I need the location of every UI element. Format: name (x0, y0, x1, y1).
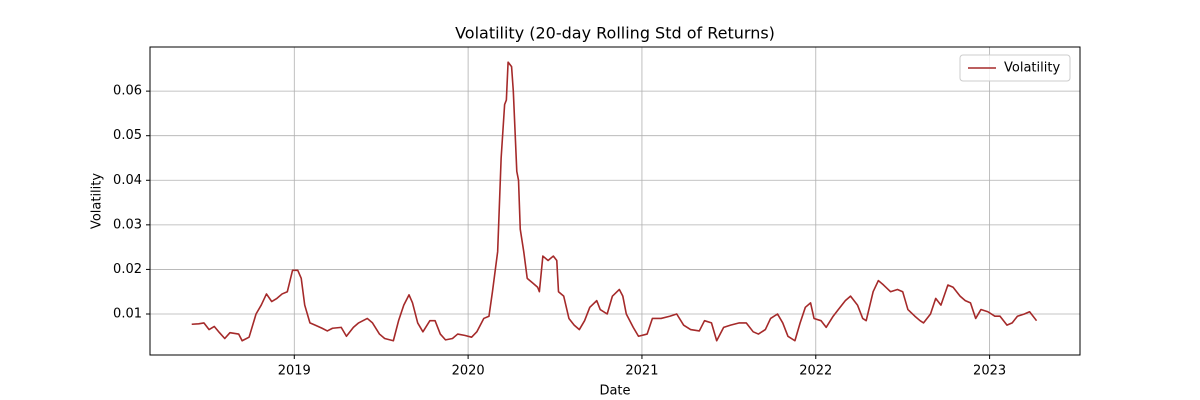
x-axis-label: Date (599, 384, 630, 399)
y-tick-label: 0.05 (113, 128, 142, 143)
y-tick-label: 0.02 (113, 262, 142, 277)
legend-box (959, 54, 1071, 82)
y-tick-label: 0.04 (113, 173, 142, 188)
y-axis-label: Volatility (90, 173, 105, 229)
x-tick-label: 2020 (452, 364, 485, 379)
chart-title: Volatility (20-day Rolling Std of Return… (455, 24, 775, 43)
x-tick-label: 2021 (625, 364, 658, 379)
series-line (191, 61, 1038, 342)
y-tick-label: 0.03 (113, 217, 142, 232)
y-tick-label: 0.01 (113, 306, 142, 321)
x-tick-label: 2019 (278, 364, 311, 379)
x-tick-label: 2022 (799, 364, 832, 379)
y-tick-label: 0.06 (113, 84, 142, 99)
x-tick-label: 2023 (973, 364, 1006, 379)
plot-frame (149, 46, 1081, 356)
legend-label: Volatility (1004, 61, 1060, 76)
